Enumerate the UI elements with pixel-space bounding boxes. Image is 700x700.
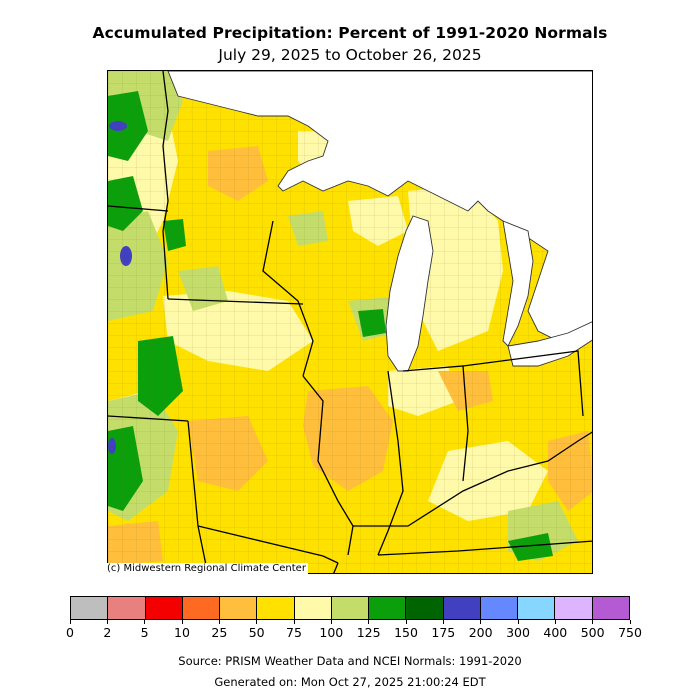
legend-tick-label: 400 — [535, 620, 575, 640]
precipitation-map — [107, 70, 593, 574]
legend-swatch — [71, 597, 109, 619]
legend-tick-label: 300 — [498, 620, 538, 640]
legend-swatch — [294, 597, 332, 619]
legend-tick-label: 10 — [162, 620, 202, 640]
generated-timestamp: Generated on: Mon Oct 27, 2025 21:00:24 … — [214, 675, 486, 689]
legend-tick-label: 75 — [274, 620, 314, 640]
legend-swatch — [369, 597, 407, 619]
legend-swatch — [145, 597, 183, 619]
legend-tick-label: 5 — [125, 620, 165, 640]
map-title: Accumulated Precipitation: Percent of 19… — [92, 24, 608, 42]
legend-swatch — [331, 597, 370, 619]
great-lakes — [167, 71, 592, 372]
legend-tick-label: 750 — [610, 620, 650, 640]
legend-tick-labels: 0 2 5 10 25 50 75 100 125 150 175 200 300 400 500 750 — [66, 620, 642, 642]
legend-colorbar — [70, 596, 630, 620]
legend-tick-label: 125 — [349, 620, 389, 640]
legend-tick-label: 150 — [386, 620, 426, 640]
legend-swatch — [108, 597, 146, 619]
legend-swatch — [555, 597, 593, 619]
map-svg — [108, 71, 592, 573]
legend-tick-label: 500 — [573, 620, 613, 640]
map-subtitle: July 29, 2025 to October 26, 2025 — [218, 46, 482, 64]
legend-swatch — [220, 597, 258, 619]
legend-tick-label: 25 — [199, 620, 239, 640]
legend-tick-label: 175 — [423, 620, 463, 640]
legend-swatch — [518, 597, 556, 619]
legend-tick-label: 0 — [50, 620, 90, 640]
source-note: Source: PRISM Weather Data and NCEI Norm… — [178, 654, 522, 668]
legend-swatch — [406, 597, 444, 619]
legend-swatch — [257, 597, 295, 619]
map-credit: (c) Midwestern Regional Climate Center — [107, 563, 308, 575]
state-boundaries — [108, 71, 592, 573]
legend-swatch — [592, 597, 629, 619]
legend-swatch — [182, 597, 221, 619]
legend-tick-label: 200 — [461, 620, 501, 640]
legend-tick-label: 2 — [87, 620, 127, 640]
legend-tick-label: 100 — [311, 620, 351, 640]
legend-tick-label: 50 — [237, 620, 277, 640]
legend-swatch — [443, 597, 481, 619]
legend-swatch — [480, 597, 519, 619]
